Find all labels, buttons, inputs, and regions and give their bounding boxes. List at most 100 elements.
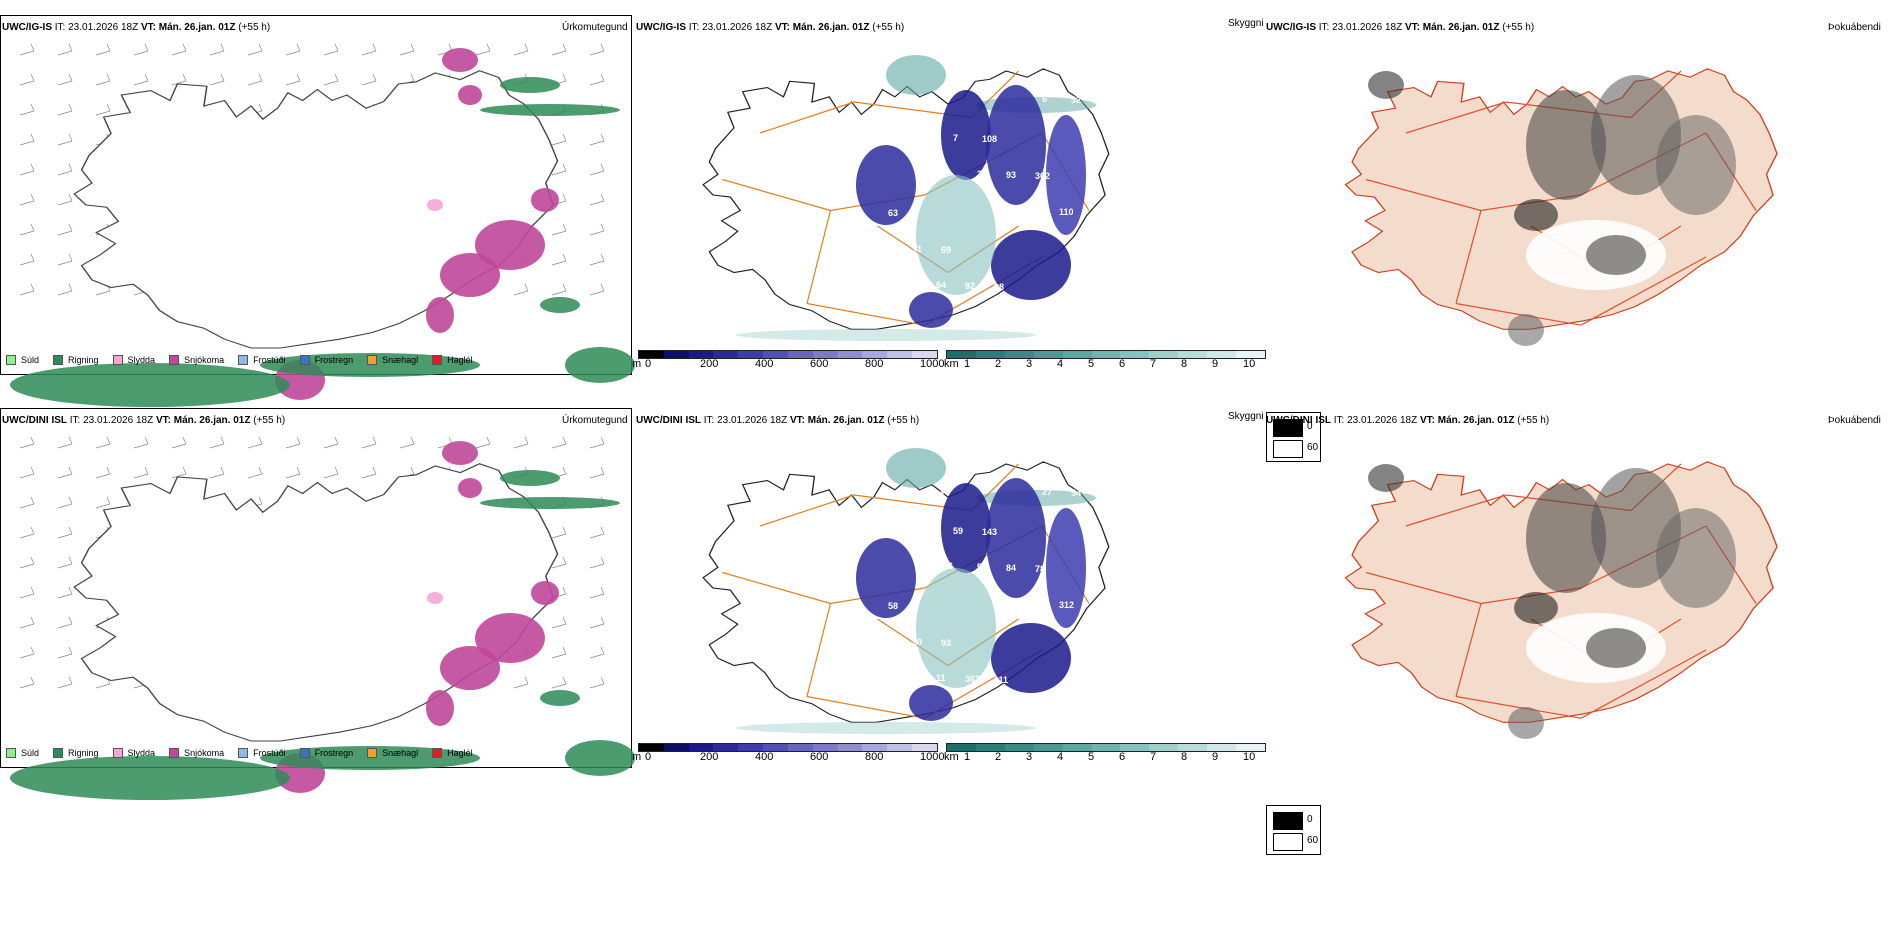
it-label: IT: (688, 22, 700, 33)
precip-swatch (6, 748, 16, 758)
cloud-value-label: 10 (989, 317, 1000, 327)
cloud-value-label: 63 (888, 208, 899, 218)
snow-area (458, 85, 482, 105)
snow-area (475, 613, 545, 663)
colorbar-step (1149, 351, 1179, 358)
colorbar-step (738, 351, 764, 358)
precip-legend-label: Súld (21, 355, 40, 365)
colorbar-step (787, 744, 813, 751)
cloud-base-area (909, 292, 953, 328)
colorbar-step (887, 744, 913, 751)
precip-legend-label: Frostúði (253, 355, 286, 365)
panel-header: UWC/DINI ISL IT: 23.01.2026 18Z VT: Mán.… (2, 415, 285, 426)
colorbar-step (862, 351, 888, 358)
precip-legend-item: Frostúði (238, 355, 286, 365)
cloud-value-label: 15 (883, 243, 894, 253)
fog-title: Þokuábendi (1828, 22, 1881, 33)
height-tick: 400 (755, 751, 774, 763)
fog-area (1368, 71, 1404, 99)
panel-header: UWC/IG-IS IT: 23.01.2026 18Z VT: Mán. 26… (636, 22, 904, 33)
precip-legend-label: Súld (21, 748, 40, 758)
cloud-value-label: 77 (1018, 318, 1029, 328)
fog-map (1344, 461, 1778, 739)
colorbar-step (688, 744, 714, 751)
cloud-map (702, 55, 1110, 341)
fog-swatch-high (1273, 440, 1303, 458)
height-tick: 800 (865, 751, 884, 763)
visibility-area (886, 55, 946, 95)
height-tick: 1000 (920, 751, 945, 763)
fog-swatch-low (1273, 812, 1303, 830)
colorbar-step (912, 351, 937, 358)
visibility-tick: 9 (1212, 358, 1219, 370)
visibility-tick: 8 (1181, 358, 1188, 370)
cloud-value-label: 56 (1018, 711, 1029, 721)
vt-label: VT: (140, 22, 156, 33)
precip-swatch (238, 748, 249, 758)
precip-swatch (367, 748, 378, 758)
height-tick: 0 (645, 751, 652, 763)
height-colorbar (638, 350, 938, 359)
cloud-base-area (991, 230, 1071, 300)
colorbar-step (713, 351, 739, 358)
precip-type-map (10, 436, 635, 800)
visibility-tick: 7 (1150, 358, 1157, 370)
vt-value: Mán. 26.jan. 01Z (792, 22, 870, 33)
visibility-tick: 8 (1181, 751, 1188, 763)
precip-type-title: Úrkomutegund (562, 415, 628, 426)
visibility-area (916, 175, 996, 295)
cloud-value-label: 91 (924, 525, 935, 535)
cloud-value-label: 104 (895, 524, 911, 534)
precip-swatch (112, 748, 123, 758)
fog-legend: 0 60 (1266, 412, 1321, 462)
it-value: 23.01.2026 18Z (717, 415, 788, 426)
precip-legend-item: Frostúði (238, 748, 286, 758)
cloud-value-label: 7 (953, 133, 959, 143)
fog-legend-label: 0 (1307, 814, 1313, 825)
visibility-tick: 3 (1026, 358, 1033, 370)
precip-swatch (299, 748, 310, 758)
colorbar-step (1091, 744, 1121, 751)
colorbar-step (975, 744, 1005, 751)
precip-type-map (10, 43, 635, 407)
cloud-value-label: 91 (912, 244, 923, 254)
model-name: UWC/DINI ISL (1266, 415, 1331, 426)
visibility-colorbar (946, 743, 1266, 752)
precip-legend-item: Haglél (432, 748, 473, 758)
vt-label: VT: (789, 415, 805, 426)
visibility-area (886, 448, 946, 488)
snow-area (475, 220, 545, 270)
height-unit: m (632, 358, 642, 370)
cloud-value-label: 93 (941, 638, 952, 648)
vt-label: VT: (155, 415, 171, 426)
precip-legend-label: Snæhagl (382, 355, 419, 365)
height-tick: 600 (810, 751, 829, 763)
precip-legend-label: Haglél (447, 748, 473, 758)
rain-area (260, 353, 480, 377)
fog-legend-label: 60 (1307, 835, 1319, 846)
fog-area (1514, 199, 1558, 231)
it-value: 23.01.2026 18Z (1332, 22, 1403, 33)
lead-time: (+55 h) (253, 415, 286, 426)
colorbar-step (787, 351, 813, 358)
colorbar-step (738, 744, 764, 751)
model-name: UWC/IG-IS (2, 22, 52, 33)
rain-area (500, 470, 560, 486)
it-value: 23.01.2026 18Z (1347, 415, 1418, 426)
cloud-value-label: 6 (1042, 94, 1048, 104)
visibility-tick: 2 (995, 751, 1002, 763)
cloud-value-label: 26 (977, 169, 988, 179)
colorbar-step (1062, 744, 1092, 751)
height-tick: 0 (645, 358, 652, 370)
cloud-value-label: 92 (965, 281, 976, 291)
fog-swatch-low (1273, 419, 1303, 437)
visibility-unit: km (944, 358, 959, 370)
colorbar-step (1004, 351, 1034, 358)
precip-legend-label: Frostúði (253, 748, 286, 758)
colorbar-step (812, 351, 838, 358)
vt-value: Mán. 26.jan. 01Z (807, 415, 885, 426)
cloud-base-area (941, 90, 991, 180)
colorbar-step (947, 744, 976, 751)
precip-legend-item: Rigning (53, 748, 99, 758)
cloud-value-label: 27 (1042, 487, 1053, 497)
